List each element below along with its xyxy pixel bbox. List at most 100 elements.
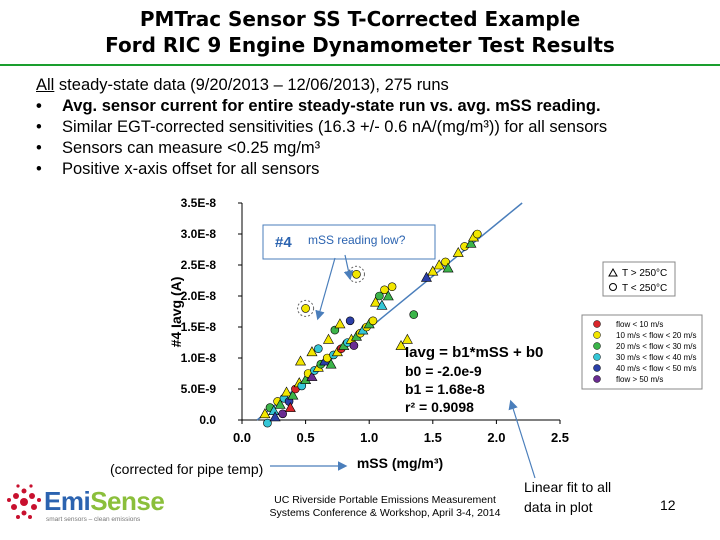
y-tick-label: 0.0 (199, 413, 216, 427)
bullet-item: Similar EGT-corrected sensitivities (16.… (36, 117, 716, 138)
bullet-item: Positive x-axis offset for all sensors (36, 159, 716, 180)
y-axis-label: #4 Iavg (A) (168, 277, 184, 348)
flow-legend-label: 30 m/s < flow < 40 m/s (616, 353, 696, 362)
data-point-circle (345, 316, 355, 326)
logo-tagline: smart sensors – clean emissions (46, 516, 141, 523)
fit-annotation-line-2: data in plot (524, 499, 593, 515)
x-tick-label: 0.0 (233, 430, 251, 445)
flow-legend-label: flow < 10 m/s (616, 320, 663, 329)
data-point-circle (375, 291, 384, 301)
data-point-circle (387, 282, 397, 292)
footer-text: UC Riverside Portable Emissions Measurem… (250, 494, 520, 520)
y-tick-label: 2.5E-8 (181, 258, 217, 272)
data-point-circle (352, 269, 361, 279)
data-point-triangle (325, 358, 337, 369)
data-point-circle (263, 418, 272, 428)
data-point-triangle (306, 370, 318, 381)
data-point-triangle (376, 299, 388, 310)
data-point-triangle (433, 259, 445, 270)
data-point-circle (314, 344, 323, 354)
y-tick-label: 1.5E-8 (181, 320, 217, 334)
footer-line-1: UC Riverside Portable Emissions Measurem… (274, 494, 496, 506)
flow-legend-swatch (593, 320, 601, 328)
y-tick-label: 1.0E-8 (181, 351, 217, 365)
fit-b1: b1 = 1.68e-8 (405, 381, 485, 397)
flow-legend-box (581, 314, 703, 390)
data-point-triangle (452, 246, 464, 257)
data-point-circle (278, 409, 288, 419)
x-tick-label: 2.5 (551, 430, 569, 445)
flow-legend-swatch (593, 331, 601, 339)
bullet-block: All steady-state data (9/20/2013 – 12/06… (36, 75, 716, 180)
x-axis-label: mSS (mg/m³) (357, 455, 443, 471)
data-point-triangle (295, 355, 307, 366)
data-point-circle (380, 285, 389, 295)
callout-text: mSS reading low? (308, 233, 406, 247)
sensor-badge: #4 (275, 234, 292, 251)
temp-legend-label: T < 250°C (622, 283, 667, 294)
bullet-list: Avg. sensor current for entire steady-st… (36, 96, 716, 180)
fit-equation: Iavg = b1*mSS + b0 (405, 344, 543, 361)
temp-legend-box (602, 261, 676, 297)
data-point-circle (368, 316, 378, 326)
data-point-circle (349, 341, 359, 350)
highlight-ring (297, 299, 315, 317)
emisense-logo: EmiSense smart sensors – clean emissions (4, 478, 165, 526)
data-point-triangle (465, 237, 477, 248)
data-point-triangle (442, 262, 454, 273)
flow-legend-swatch (593, 342, 601, 350)
data-point-circle (409, 310, 419, 319)
data-point-triangle (427, 265, 439, 276)
fit-annotation-arrow (508, 399, 536, 479)
footer-line-2: Systems Conference & Workshop, April 3-4… (269, 507, 501, 519)
y-tick-label: 3.5E-8 (181, 196, 217, 210)
bullet-item: Sensors can measure <0.25 mg/m³ (36, 138, 716, 159)
legend-triangle-icon (608, 267, 618, 277)
x-tick-label: 2.0 (487, 430, 505, 445)
data-point-triangle (420, 271, 432, 282)
y-tick-label: 3.0E-8 (181, 227, 217, 241)
flow-legend-label: 40 m/s < flow < 50 m/s (616, 364, 696, 373)
data-point-circle (473, 229, 482, 239)
slide-title: PMTrac Sensor SS T-Corrected Example For… (0, 6, 720, 58)
flow-legend-label: 20 m/s < flow < 30 m/s (616, 342, 696, 351)
fit-b0: b0 = -2.0e-9 (405, 363, 482, 379)
flow-legend-label: 10 m/s < flow < 20 m/s (616, 331, 696, 340)
data-point-triangle (281, 386, 293, 397)
callout-box (262, 224, 436, 260)
y-tick-label: 2.0E-8 (181, 289, 217, 303)
data-point-triangle (284, 401, 296, 412)
temp-legend-label: T > 250°C (622, 268, 667, 279)
fit-r2: r² = 0.9098 (405, 399, 474, 415)
data-point-triangle (370, 296, 382, 307)
data-point-triangle (306, 346, 318, 357)
bullet-item: Avg. sensor current for entire steady-st… (36, 96, 716, 117)
data-point-triangle (269, 411, 281, 422)
page-number: 12 (660, 497, 676, 513)
flow-legend-swatch (593, 353, 601, 361)
data-point-circle (301, 304, 310, 313)
data-point-triangle (395, 339, 407, 350)
data-point-triangle (287, 389, 299, 400)
data-point-triangle (382, 290, 394, 301)
flow-legend-swatch (593, 375, 601, 383)
title-divider (0, 64, 720, 66)
x-axis-note: (corrected for pipe temp) (110, 461, 263, 477)
lead-rest: steady-state data (9/20/2013 – 12/06/201… (54, 76, 449, 94)
title-line-2: Ford RIC 9 Engine Dynamometer Test Resul… (105, 33, 615, 57)
logo-wordmark: EmiSense (44, 486, 165, 516)
data-point-triangle (334, 318, 346, 329)
logo-mark-icon (7, 484, 41, 519)
x-tick-label: 0.5 (297, 430, 315, 445)
flow-legend-swatch (593, 364, 601, 372)
lead-underlined: All (36, 76, 55, 94)
callout-arrow (315, 257, 336, 321)
x-tick-label: 1.0 (360, 430, 378, 445)
data-point-triangle (274, 398, 286, 409)
data-point-triangle (322, 333, 335, 344)
callout-arrow (343, 254, 354, 281)
flow-legend-label: flow > 50 m/s (616, 375, 663, 384)
data-point-triangle (401, 333, 413, 344)
legend-circle-icon (609, 283, 617, 291)
